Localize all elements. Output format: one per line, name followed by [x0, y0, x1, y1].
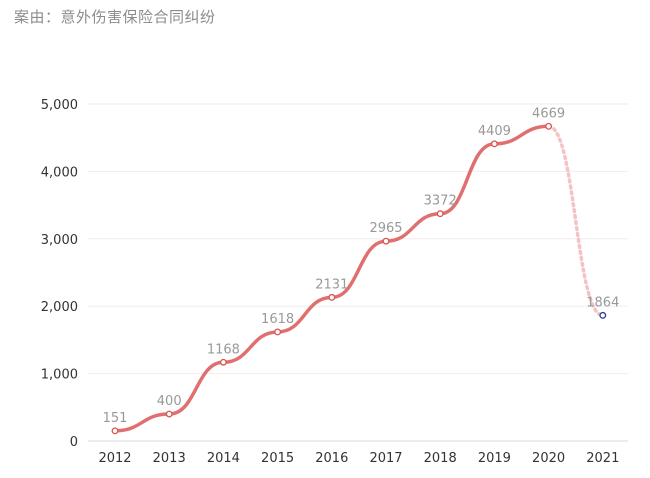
series-line — [113, 124, 605, 433]
data-point[interactable] — [165, 410, 173, 418]
x-tick-label: 2014 — [207, 451, 240, 466]
y-tick-label: 3,000 — [41, 233, 78, 248]
data-point[interactable] — [382, 237, 390, 245]
data-label: 400 — [157, 394, 182, 409]
y-axis: 0 1,000 2,000 3,000 4,000 5,000 — [41, 98, 78, 450]
data-label: 1168 — [207, 342, 240, 357]
x-tick-label: 2020 — [532, 451, 565, 466]
data-point[interactable] — [111, 427, 119, 435]
y-tick-label: 4,000 — [41, 165, 78, 180]
data-point[interactable] — [436, 210, 444, 218]
y-tick-label: 0 — [70, 435, 78, 450]
x-tick-label: 2017 — [369, 451, 402, 466]
data-labels: 151 400 1168 1618 2131 2965 3372 4409 4669 1864 — [103, 106, 620, 426]
data-point[interactable] — [274, 328, 282, 336]
grid-lines — [88, 103, 628, 375]
data-label: 4409 — [478, 124, 511, 139]
data-label: 2131 — [315, 277, 348, 292]
data-label: 2965 — [369, 221, 402, 236]
data-label: 3372 — [424, 194, 457, 209]
y-tick-label: 5,000 — [41, 98, 78, 113]
data-point[interactable] — [219, 358, 227, 366]
data-point[interactable] — [328, 293, 336, 301]
y-tick-label: 2,000 — [41, 300, 78, 315]
y-tick-label: 1,000 — [41, 368, 78, 383]
x-tick-label: 2015 — [261, 451, 294, 466]
data-label: 4669 — [532, 106, 565, 121]
x-tick-label: 2021 — [586, 451, 619, 466]
case-title: 案由：意外伤害保险合同纠纷 — [14, 8, 216, 26]
data-label: 1864 — [586, 295, 619, 310]
data-label: 1618 — [261, 312, 294, 327]
data-point[interactable] — [599, 311, 607, 319]
data-point[interactable] — [490, 140, 498, 148]
x-tick-label: 2018 — [424, 451, 457, 466]
x-tick-label: 2013 — [153, 451, 186, 466]
x-tick-label: 2019 — [478, 451, 511, 466]
x-tick-label: 2012 — [98, 451, 131, 466]
data-point[interactable] — [545, 122, 553, 130]
x-axis: 2012 2013 2014 2015 2016 2017 2018 2019 2020 2021 — [88, 440, 628, 466]
data-points — [111, 122, 607, 435]
series-line-projected — [546, 124, 605, 318]
x-tick-label: 2016 — [315, 451, 348, 466]
data-label: 151 — [103, 411, 128, 426]
